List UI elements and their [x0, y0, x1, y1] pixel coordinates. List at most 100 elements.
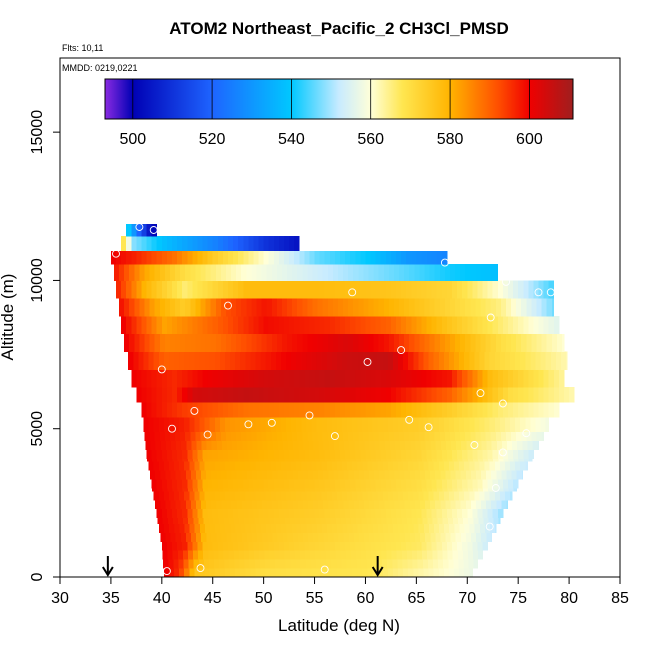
heatmap-cell	[449, 298, 456, 308]
heatmap-cell	[241, 264, 247, 272]
heatmap-cell	[294, 508, 300, 519]
heatmap-cell	[136, 316, 142, 326]
heatmap-cell	[367, 523, 374, 533]
heatmap-cell	[508, 488, 514, 492]
heatmap-cell	[168, 559, 174, 569]
heatmap-cell	[249, 517, 255, 525]
heatmap-cell	[344, 440, 350, 450]
heatmap-cell	[540, 416, 547, 424]
heatmap-cell	[487, 449, 494, 459]
heatmap-cell	[192, 378, 198, 388]
heatmap-cell	[477, 369, 483, 379]
heatmap-cell	[538, 316, 545, 326]
heatmap-cell	[264, 559, 271, 569]
heatmap-cell	[268, 241, 275, 252]
heatmap-cell	[446, 508, 453, 519]
heatmap-cell	[277, 499, 283, 510]
heatmap-cell	[278, 378, 285, 388]
heatmap-cell	[225, 523, 231, 533]
heatmap-cell	[172, 369, 178, 379]
heatmap-cell	[393, 307, 400, 317]
heatmap-cell	[216, 470, 222, 480]
heatmap-cell	[500, 342, 507, 353]
heatmap-cell	[258, 449, 265, 459]
heatmap-cell	[202, 378, 209, 388]
heatmap-cell	[319, 479, 326, 489]
heatmap-cell	[437, 488, 443, 492]
heatmap-cell	[472, 508, 478, 519]
heatmap-cell	[441, 449, 448, 459]
heatmap-cell	[306, 416, 312, 424]
heatmap-cell	[276, 333, 283, 344]
heatmap-cell	[166, 393, 173, 403]
heatmap-cell	[543, 387, 550, 394]
heatmap-cell	[409, 307, 415, 317]
heatmap-cell	[192, 280, 198, 290]
heatmap-cell	[380, 393, 387, 403]
colorbar-gradient	[104, 78, 574, 120]
heatmap-cell	[538, 378, 545, 388]
heatmap-cell	[222, 508, 229, 519]
heatmap-cell	[455, 271, 461, 281]
heatmap-cell	[434, 342, 441, 353]
heatmap-cell	[528, 289, 534, 299]
heatmap-cell	[247, 440, 253, 450]
heatmap-cell	[414, 532, 421, 542]
heatmap-cell	[441, 280, 448, 290]
heatmap-cell	[370, 393, 377, 403]
heatmap-cell	[486, 532, 492, 542]
heatmap-cell	[492, 324, 499, 335]
heatmap-cell	[452, 280, 458, 290]
heatmap-cell	[168, 461, 175, 471]
heatmap-cell	[222, 541, 229, 551]
heatmap-cell	[173, 559, 179, 569]
heatmap-cell	[436, 378, 443, 388]
heatmap-cell	[454, 568, 460, 577]
heatmap-cell	[248, 479, 254, 489]
heatmap-cell	[131, 250, 137, 256]
heatmap-cell	[348, 333, 354, 344]
heatmap-cell	[444, 298, 451, 308]
heatmap-cell	[548, 324, 555, 335]
heatmap-cell	[317, 333, 324, 344]
heatmap-cell	[299, 393, 305, 403]
heatmap-cell	[131, 289, 137, 299]
heatmap-cell	[411, 250, 417, 256]
heatmap-cell	[225, 298, 232, 308]
heatmap-cell	[319, 378, 326, 388]
heatmap-cell	[200, 431, 206, 441]
heatmap-cell	[144, 307, 150, 317]
heatmap-cell	[329, 378, 336, 388]
heatmap-cell	[265, 568, 272, 577]
heatmap-cell	[166, 449, 173, 459]
heatmap-cell	[367, 416, 373, 424]
heatmap-cell	[240, 490, 246, 501]
heatmap-cell	[299, 402, 305, 409]
heatmap-cell	[467, 402, 473, 409]
heatmap-cell	[260, 461, 267, 471]
heatmap-cell	[456, 440, 462, 450]
heatmap-cell	[421, 449, 427, 459]
heatmap-cell	[302, 342, 308, 353]
heatmap-cell	[452, 508, 458, 519]
heatmap-cell	[278, 479, 285, 489]
heatmap-cell	[245, 416, 251, 424]
heatmap-cell	[153, 490, 160, 501]
heatmap-cell	[280, 351, 287, 361]
heatmap-cell	[233, 316, 239, 326]
heatmap-cell	[360, 369, 366, 379]
heatmap-cell	[481, 499, 487, 510]
heatmap-cell	[420, 440, 426, 450]
heatmap-cell	[345, 407, 351, 418]
heatmap-cell	[294, 378, 300, 388]
heatmap-cell	[538, 280, 545, 290]
heatmap-cell	[411, 479, 417, 489]
heatmap-cell	[448, 416, 455, 424]
heatmap-cell	[258, 316, 265, 326]
heatmap-cell	[195, 342, 201, 353]
heatmap-cell	[273, 369, 280, 379]
heatmap-cell	[255, 351, 261, 361]
heatmap-cell	[419, 271, 425, 281]
heatmap-cell	[388, 264, 395, 272]
heatmap-cell	[278, 402, 285, 409]
